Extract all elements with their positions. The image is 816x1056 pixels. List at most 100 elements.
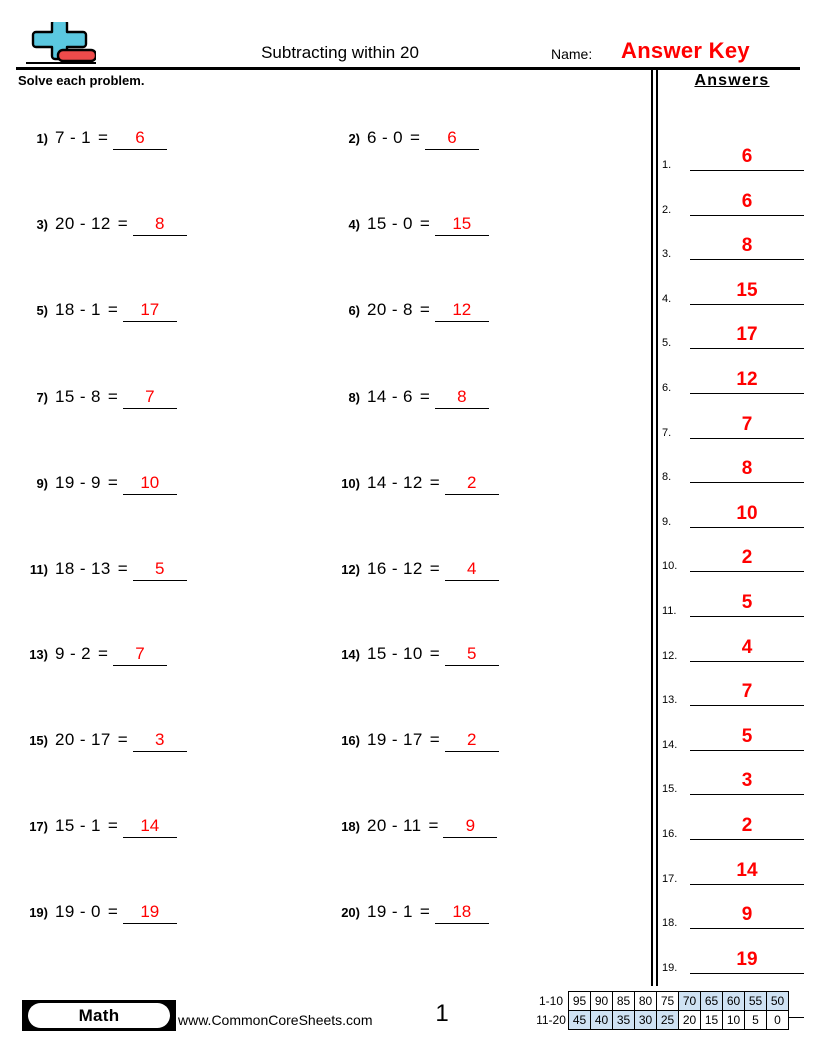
answer-blank[interactable]: 18 [434,902,489,924]
answer-blank[interactable]: 7 [122,387,177,409]
answer-blank[interactable]: 8 [132,214,187,236]
answer-blank[interactable]: 10 [122,473,177,495]
answer-row-line[interactable] [690,883,804,885]
problem-expression: 18 - 13 [55,559,111,578]
answer-row-line[interactable] [690,258,804,261]
problem-expression: 20 - 12 [55,214,111,233]
problem-item: 6) 20 - 8 = 12 [330,300,489,330]
answer-row-value: 14 [736,859,758,881]
problem-item: 3) 20 - 12 = 8 [18,214,187,244]
answer-row-line[interactable] [690,303,804,305]
site-url: www.CommonCoreSheets.com [178,1012,373,1028]
equals-sign: = [429,644,440,663]
answer-row-line[interactable] [690,392,804,394]
problem-expression: 14 - 6 [367,387,413,406]
answer-row-line[interactable] [690,437,804,439]
answer-blank[interactable]: 3 [132,730,187,752]
answer-blank[interactable]: 5 [132,559,187,581]
answer-blank[interactable]: 6 [112,128,167,150]
answer-row: 2. 6 [662,170,808,216]
answers-column-title: Answers [694,72,770,89]
answer-blank[interactable]: 17 [122,300,177,322]
subject-badge-label: Math [28,1003,170,1028]
answer-row-line[interactable] [690,570,804,573]
problem-expression: 14 - 12 [367,473,423,492]
answer-blank[interactable]: 5 [444,644,499,666]
answer-blank[interactable]: 12 [434,300,489,322]
answer-blank[interactable]: 14 [122,816,177,838]
equals-sign: = [98,644,108,663]
answer-row-number: 2. [662,203,672,216]
answer-blank[interactable]: 19 [122,902,177,924]
problem-expression: 15 - 10 [367,644,423,663]
answer-row-number: 18. [662,917,678,930]
problem-number: 2) [348,131,360,146]
grading-scale-cell: 70 [678,991,701,1011]
answer-row-line[interactable] [690,526,804,528]
answer-row: 7. 7 [662,393,808,439]
problem-expression: 19 - 9 [55,473,101,492]
answer-blank[interactable]: 2 [444,473,499,495]
answer-row-line[interactable] [690,927,804,930]
answers-column: Answers 1. 6 2. 6 3. 8 4. 15 5. 17 6. 12 7. 7 8. 8 9. 10 1… [658,67,816,1019]
problem-item: 18) 20 - 11 = 9 [330,816,498,846]
answer-row-line[interactable] [690,972,804,974]
answer-row: 12. 4 [662,616,808,662]
answer-row-number: 4. [662,292,672,305]
answer-row-value: 4 [741,636,753,658]
answer-blank[interactable]: 4 [444,559,499,581]
answer-row-line[interactable] [690,214,804,216]
answer-row-line[interactable] [690,347,804,350]
answer-row: 19. 19 [662,928,808,974]
answer-row-line[interactable] [690,660,804,662]
equals-sign: = [410,128,420,147]
problem-item: 2) 6 - 0 = 6 [330,128,479,158]
answer-row-line[interactable] [690,793,804,796]
grading-scale-cell: 65 [700,991,723,1011]
equals-sign: = [117,730,128,749]
problem-number: 15) [29,733,48,748]
answer-blank[interactable]: 8 [434,387,489,409]
problem-item: 5) 18 - 1 = 17 [18,300,177,330]
answer-row-line[interactable] [690,704,804,707]
answer-row-value: 7 [741,681,753,703]
answer-row-number: 5. [662,337,672,350]
answer-row-line[interactable] [690,838,804,840]
answer-blank[interactable]: 6 [424,128,479,150]
answer-row-number: 12. [662,649,678,662]
header-divider [16,67,800,70]
answer-row-line[interactable] [690,481,804,484]
answer-blank[interactable]: 15 [434,214,489,236]
grading-scale-cell: 20 [678,1010,701,1030]
problem-expression: 16 - 12 [367,559,423,578]
equals-sign: = [428,816,439,835]
answer-row-line[interactable] [690,169,804,171]
problem-number: 14) [341,647,360,662]
answer-row-number: 13. [662,694,678,707]
problem-item: 16) 19 - 17 = 2 [330,730,499,760]
plus-minus-logo-icon [20,18,98,68]
problem-number: 17) [29,819,48,834]
answer-row-number: 14. [662,738,678,751]
answer-row-number: 8. [662,471,672,484]
answer-blank[interactable]: 9 [443,816,498,838]
answer-row-number: 15. [662,783,678,796]
problem-item: 11) 18 - 13 = 5 [18,559,187,589]
equals-sign: = [107,387,118,406]
answer-row-value: 8 [741,235,753,257]
grading-scale-cell: 10 [722,1010,745,1030]
problem-item: 14) 15 - 10 = 5 [330,644,499,674]
answer-row-line[interactable] [690,615,804,617]
answer-row: 5. 17 [662,303,808,350]
answer-row-number: 9. [662,515,672,528]
grading-scale-cell: 5 [744,1010,767,1030]
answer-row-line[interactable] [690,749,804,751]
grading-scale-cell: 15 [700,1010,723,1030]
answer-row: 13. 7 [662,660,808,707]
equals-sign: = [117,559,128,578]
problem-number: 4) [348,217,360,232]
answer-blank[interactable]: 7 [112,644,167,666]
answer-row: 17. 14 [662,839,808,885]
answer-blank[interactable]: 2 [444,730,499,752]
answer-row-number: 16. [662,828,678,840]
